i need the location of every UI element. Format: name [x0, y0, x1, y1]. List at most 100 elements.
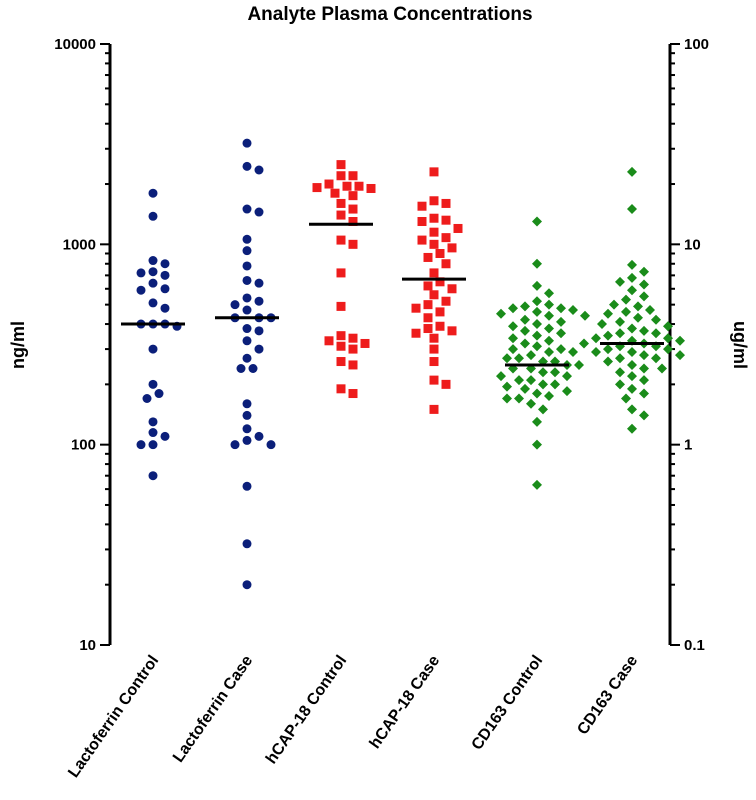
data-point — [663, 333, 673, 344]
data-point — [508, 303, 518, 314]
data-point — [435, 321, 445, 331]
category-label: CD163 Case — [574, 652, 641, 738]
category-label: Lactoferrin Case — [170, 652, 256, 765]
data-point — [532, 306, 542, 317]
data-point — [148, 188, 158, 198]
data-point — [230, 440, 240, 450]
data-point — [550, 367, 560, 378]
data-point — [532, 319, 542, 330]
data-point — [148, 278, 158, 288]
data-point — [496, 371, 506, 382]
data-point — [441, 296, 451, 306]
data-point — [242, 399, 252, 409]
data-point — [136, 285, 146, 295]
data-point — [532, 330, 542, 341]
data-point — [242, 481, 252, 491]
data-point — [627, 347, 637, 358]
data-point — [532, 479, 542, 490]
data-point — [242, 138, 252, 148]
data-point — [627, 285, 637, 296]
data-point — [336, 384, 346, 394]
category-labels: Lactoferrin Control Lactoferrin Case hCAP-… — [65, 652, 641, 781]
right-tick-label: 1 — [684, 437, 692, 454]
data-point — [532, 416, 542, 427]
data-point — [160, 259, 170, 269]
data-point — [148, 440, 158, 450]
data-point — [615, 379, 625, 390]
data-point — [411, 328, 421, 338]
data-point — [242, 275, 252, 285]
data-point — [336, 341, 346, 351]
data-point — [348, 389, 358, 399]
data-point — [603, 308, 613, 319]
data-point — [336, 210, 346, 220]
data-point — [423, 324, 433, 334]
data-point — [348, 360, 358, 370]
data-point — [242, 410, 252, 420]
data-point — [336, 171, 346, 181]
data-point — [520, 383, 530, 394]
data-point — [348, 171, 358, 181]
data-point — [556, 316, 566, 327]
data-point — [663, 344, 673, 355]
data-point — [675, 335, 685, 346]
data-point — [579, 338, 589, 349]
data-point — [242, 539, 252, 549]
data-point — [148, 417, 158, 427]
data-point — [148, 379, 158, 389]
data-point — [242, 424, 252, 434]
data-point — [441, 259, 451, 269]
data-point — [556, 344, 566, 355]
data-point — [526, 375, 536, 386]
data-point — [544, 299, 554, 310]
data-point — [568, 347, 578, 358]
left-axis-ticks: 10 100 1000 10000 — [54, 36, 110, 654]
data-point — [142, 394, 152, 404]
data-point — [429, 196, 439, 206]
data-point — [532, 388, 542, 399]
data-point — [435, 277, 445, 287]
data-point — [520, 325, 530, 336]
data-point — [532, 216, 542, 227]
data-point — [514, 353, 524, 364]
category-label: hCAP-18 Case — [367, 652, 444, 751]
data-point — [627, 359, 637, 370]
data-point — [441, 379, 451, 389]
data-point — [615, 316, 625, 327]
data-point — [366, 183, 376, 193]
right-y-axis: 0.1 1 10 100 — [668, 36, 709, 654]
data-point — [508, 321, 518, 332]
data-point — [423, 252, 433, 262]
data-point — [562, 386, 572, 397]
data-point — [526, 350, 536, 361]
data-point — [242, 580, 252, 590]
data-point — [148, 267, 158, 277]
data-point — [429, 357, 439, 367]
data-point — [591, 347, 601, 358]
data-point — [639, 291, 649, 302]
data-point — [429, 375, 439, 385]
data-point — [651, 353, 661, 364]
median-lines — [121, 222, 664, 367]
data-point — [324, 336, 334, 346]
left-y-axis: 10 100 1000 10000 — [54, 36, 112, 654]
data-point — [627, 259, 637, 270]
data-point — [544, 347, 554, 358]
data-point — [336, 331, 346, 341]
data-point — [242, 305, 252, 315]
data-point — [675, 350, 685, 361]
data-point — [639, 279, 649, 290]
data-point — [514, 375, 524, 386]
data-point — [580, 310, 590, 321]
left-tick-label: 1000 — [63, 236, 96, 253]
data-point — [423, 313, 433, 323]
right-axis-title: ug/ml — [730, 321, 750, 369]
data-point — [532, 296, 542, 307]
data-point — [429, 227, 439, 237]
data-point — [574, 359, 584, 370]
data-point — [242, 234, 252, 244]
data-point — [160, 284, 170, 294]
data-point — [639, 410, 649, 421]
data-point — [242, 204, 252, 214]
